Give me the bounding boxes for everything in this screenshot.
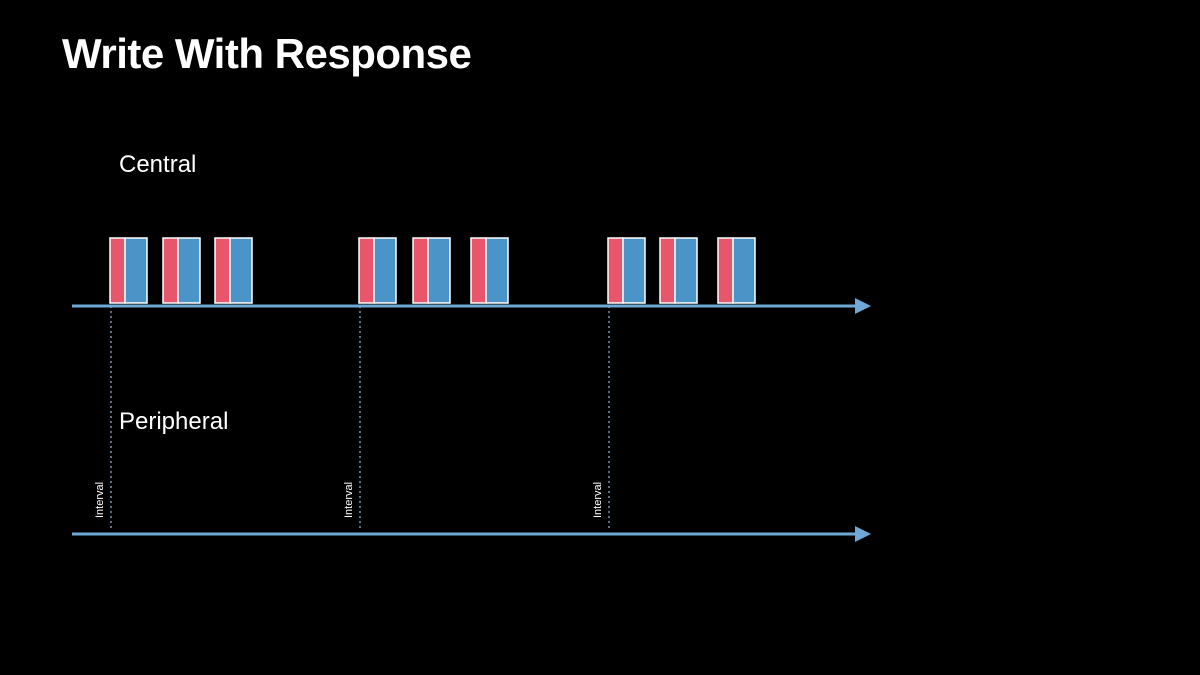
- packet-payload-block: [124, 237, 148, 304]
- write-packet: [470, 237, 509, 304]
- packet-header-block: [659, 237, 676, 304]
- packet-header-block: [412, 237, 429, 304]
- write-packet: [214, 237, 253, 304]
- write-packet: [607, 237, 646, 304]
- write-packet: [162, 237, 201, 304]
- packet-header-block: [470, 237, 487, 304]
- packet-payload-block: [229, 237, 253, 304]
- slide-title: Write With Response: [62, 30, 472, 77]
- peripheral-arrow-right-icon: [855, 526, 871, 542]
- packet-header-block: [214, 237, 231, 304]
- packet-header-block: [717, 237, 734, 304]
- write-packet: [659, 237, 698, 304]
- write-packet: [109, 237, 148, 304]
- packet-header-block: [109, 237, 126, 304]
- packet-header-block: [358, 237, 375, 304]
- interval-label: Interval: [343, 482, 355, 518]
- interval-label: Interval: [592, 482, 604, 518]
- interval-label: Interval: [94, 482, 106, 518]
- packet-payload-block: [373, 237, 397, 304]
- packet-payload-block: [177, 237, 201, 304]
- packet-payload-block: [427, 237, 451, 304]
- packet-payload-block: [732, 237, 756, 304]
- packet-payload-block: [485, 237, 509, 304]
- peripheral-lane-label: Peripheral: [119, 408, 229, 435]
- interval-markers: Interval Interval Interval: [94, 306, 610, 530]
- write-packet: [412, 237, 451, 304]
- packet-header-block: [607, 237, 624, 304]
- packet-payload-block: [674, 237, 698, 304]
- packet-header-block: [162, 237, 179, 304]
- write-packet: [358, 237, 397, 304]
- central-arrow-right-icon: [855, 298, 871, 314]
- packet-payload-block: [622, 237, 646, 304]
- central-lane-label: Central: [119, 151, 197, 178]
- write-packet: [717, 237, 756, 304]
- central-packets: [109, 237, 756, 304]
